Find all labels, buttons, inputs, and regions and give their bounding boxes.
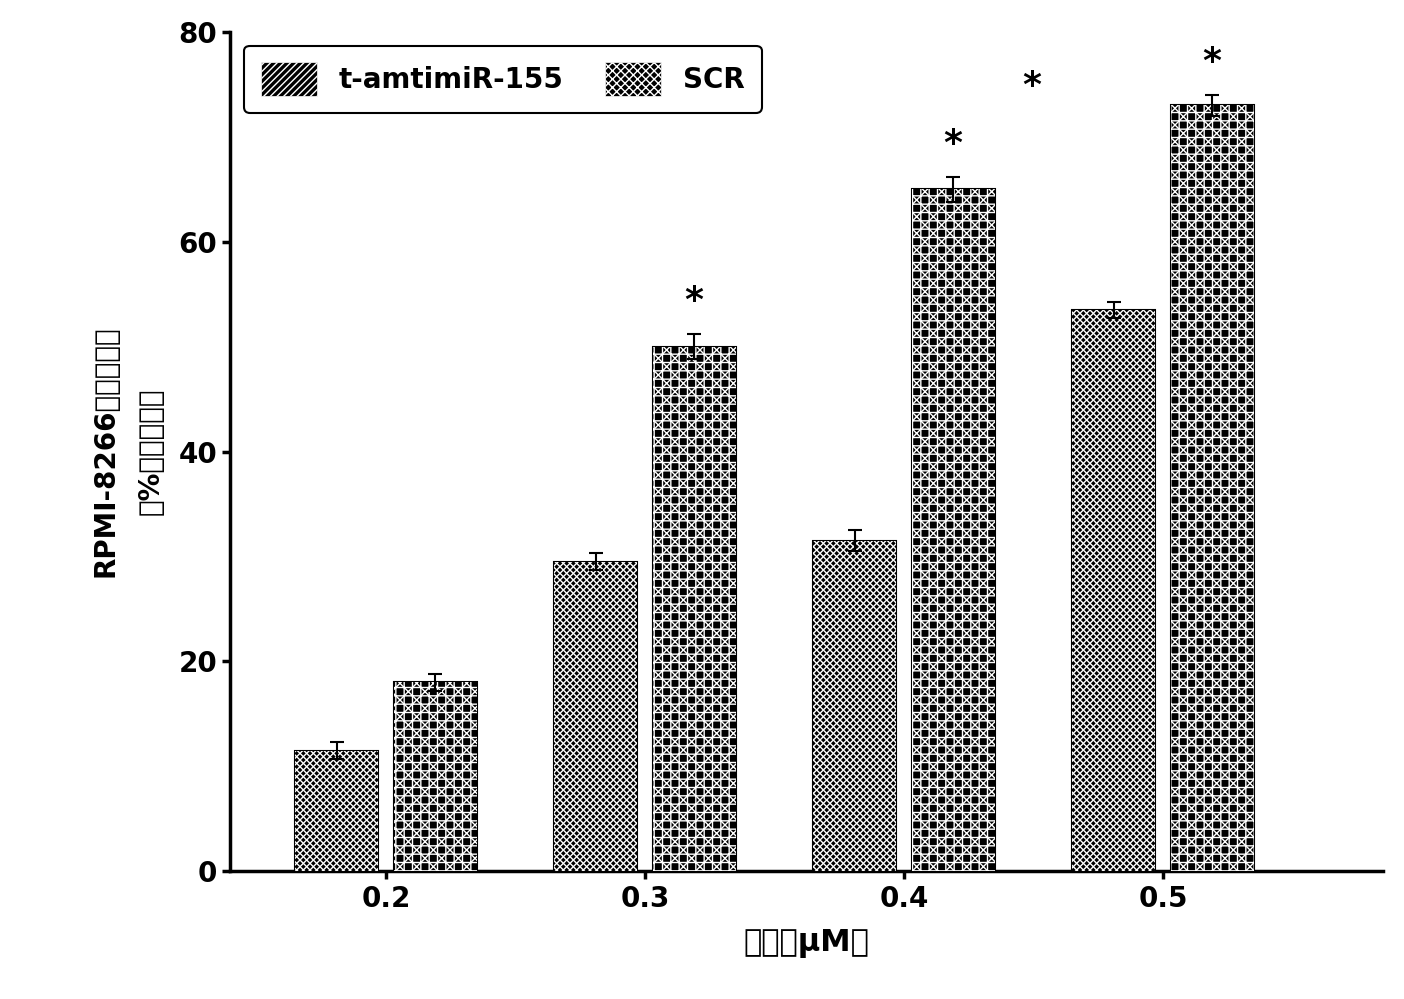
Legend: t-amtimiR-155, SCR: t-amtimiR-155, SCR [244,46,761,113]
Bar [813,540,896,871]
Bar [1073,310,1155,871]
Text: *: * [1203,45,1221,79]
Bar [1171,105,1254,871]
Bar [393,682,476,871]
Bar [813,540,896,871]
X-axis label: 浓度（μM）: 浓度（μM） [744,929,869,958]
Bar [911,189,994,871]
Bar [393,682,476,871]
Bar [295,750,378,871]
Text: *: * [943,127,963,161]
Bar [1073,310,1155,871]
Bar [295,750,378,871]
Bar [813,540,896,871]
Bar [653,347,736,871]
Bar [1073,310,1155,871]
Text: *: * [1022,69,1042,104]
Bar [911,189,994,871]
Bar [555,561,637,871]
Y-axis label: RPMI-8266细胞抑制率
（%空白对照）: RPMI-8266细胞抑制率 （%空白对照） [91,326,164,577]
Bar [653,347,736,871]
Bar [555,561,637,871]
Bar [393,682,476,871]
Bar [1171,105,1254,871]
Bar [555,561,637,871]
Bar [911,189,994,871]
Text: *: * [685,285,703,319]
Bar [653,347,736,871]
Bar [1171,105,1254,871]
Bar [295,750,378,871]
